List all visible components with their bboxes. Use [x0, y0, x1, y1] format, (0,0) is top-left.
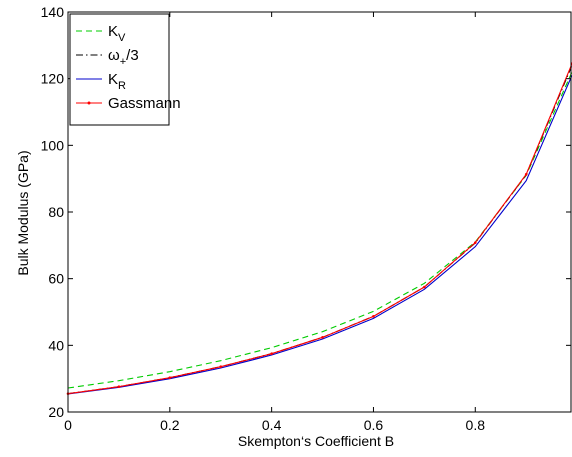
legend-entry: Gassmann [108, 95, 181, 112]
y-tick-label: 80 [48, 204, 64, 220]
y-tick-label: 120 [41, 71, 65, 87]
y-tick-label: 40 [48, 337, 64, 353]
data-point [473, 241, 477, 244]
data-point [423, 285, 426, 289]
legend-entry: ω+/3 [108, 47, 139, 68]
y-axis-label: Bulk Modulus (GPa) [15, 150, 31, 275]
series-line [67, 75, 572, 395]
legend-entry: KR [108, 71, 126, 92]
x-tick-label: 0 [64, 417, 72, 433]
x-tick-label: 0.2 [160, 417, 180, 433]
data-point [372, 315, 375, 318]
data-point [168, 376, 172, 379]
y-tick-label: 20 [48, 404, 64, 420]
y-tick-label: 140 [41, 4, 65, 20]
y-tick-label: 100 [41, 137, 65, 153]
data-point [270, 352, 273, 355]
data-point [321, 336, 324, 339]
x-axis-label: Skempton‘s Coefficient B [238, 433, 394, 449]
plot-area [66, 62, 572, 395]
x-tick-label: 0.6 [364, 417, 384, 433]
legend-marker [87, 101, 91, 105]
legend-entry: KV [108, 23, 126, 44]
axes: 0 0.2 0.4 0.6 0.8 20 40 60 80 100 120 140 [41, 4, 572, 433]
series-line [67, 71, 572, 389]
y-tick-label: 60 [48, 271, 64, 287]
data-point [117, 385, 121, 388]
data-point [524, 173, 528, 176]
data-point [219, 365, 223, 368]
legend: KV ω+/3 KR Gassmann [69, 13, 181, 126]
legend-box [69, 13, 170, 126]
x-tick-label: 0.8 [466, 417, 486, 433]
x-tick-label: 0.4 [262, 417, 282, 433]
